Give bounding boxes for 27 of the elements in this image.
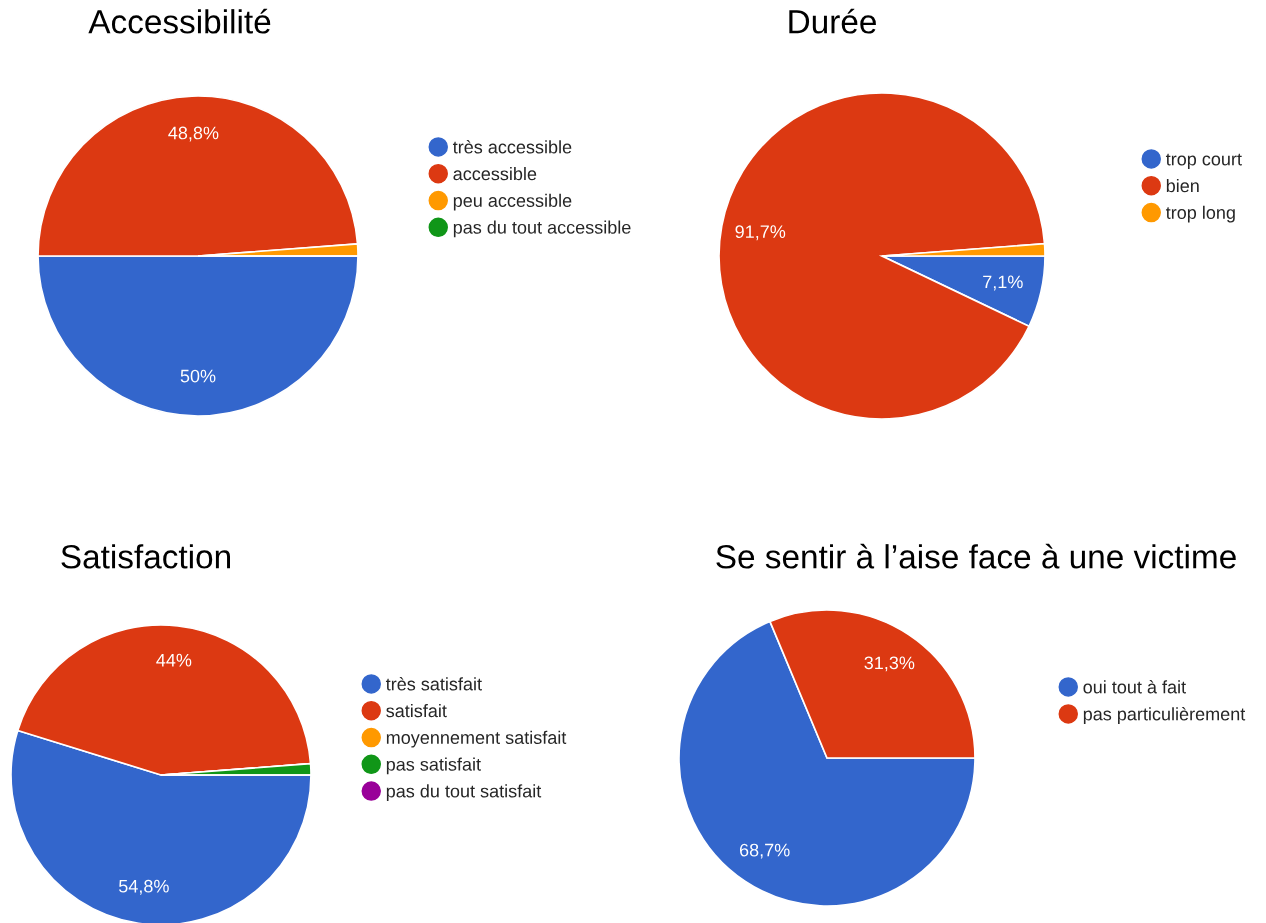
legend-label: pas du tout satisfait: [386, 784, 542, 802]
data-label: 44%: [156, 653, 192, 667]
pie-slice: [718, 92, 1046, 420]
legend-label: très accessible: [452, 140, 572, 154]
legend-label: peu accessible: [453, 193, 572, 211]
legend-label: accessible: [453, 166, 537, 181]
data-label: 7,1%: [983, 275, 1023, 291]
legend-label: trop long: [1165, 205, 1235, 223]
chart-title: Se sentir à l’aise face à une victime: [716, 543, 1236, 569]
legend-label: satisfait: [386, 703, 447, 718]
legend-label: pas particulièrement: [1083, 706, 1246, 725]
chart-title: Satisfaction: [61, 544, 230, 569]
legend-label: bien: [1166, 178, 1199, 193]
data-label: 91,7%: [735, 225, 786, 241]
chart-title: Accessibilité: [88, 8, 271, 34]
legend-label: pas satisfait: [386, 757, 481, 775]
legend-label: très satisfait: [385, 677, 482, 691]
data-label: 68,7%: [739, 843, 790, 859]
legend-label: pas du tout accessible: [453, 220, 631, 238]
legend-label: moyennement satisfait: [386, 730, 567, 748]
legend-label: oui tout à fait: [1083, 680, 1186, 694]
data-label: 54,8%: [119, 879, 169, 895]
data-label: 50%: [180, 369, 216, 383]
data-label: 48,8%: [168, 126, 219, 142]
legend-label: trop court: [1165, 153, 1242, 170]
chart-title: Durée: [789, 8, 876, 34]
data-label: 31,3%: [864, 656, 915, 672]
